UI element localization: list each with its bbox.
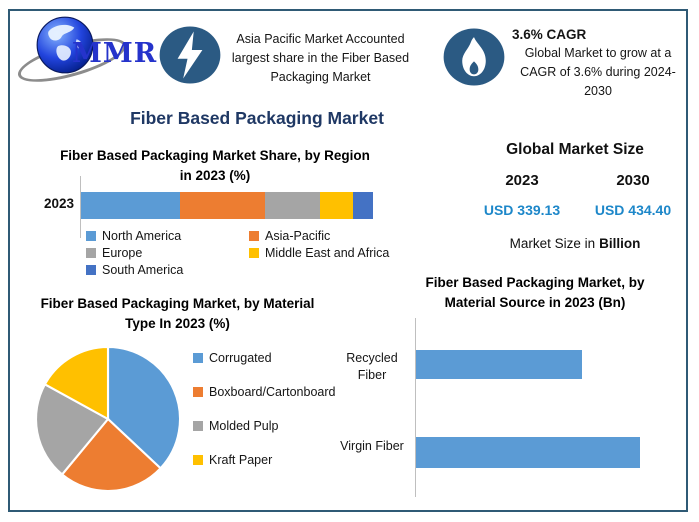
market-size-note-unit: Billion bbox=[599, 236, 641, 251]
virgin-fiber-bar-track bbox=[416, 437, 640, 468]
legend-label: Middle East and Africa bbox=[265, 246, 390, 260]
cagr-block: 3.6% CAGR Global Market to grow at a CAG… bbox=[508, 27, 688, 100]
region-chart-category-label: 2023 bbox=[43, 196, 74, 211]
mmr-logo: MMR bbox=[13, 12, 156, 92]
pie-slice-molded-pulp bbox=[35, 382, 110, 476]
legend-label: Boxboard/Cartonboard bbox=[209, 385, 336, 399]
legend-label: Molded Pulp bbox=[209, 419, 279, 433]
legend-swatch-icon bbox=[86, 231, 96, 241]
legend-label: Asia-Pacific bbox=[265, 229, 331, 243]
legend-swatch-icon bbox=[86, 248, 96, 258]
legend-item: Middle East and Africa bbox=[249, 246, 421, 260]
bar-segment-south-america bbox=[352, 192, 373, 219]
market-size-year-2030: 2030 bbox=[616, 172, 650, 189]
region-legend: North America Asia-Pacific Europe Middle Ea… bbox=[86, 229, 421, 277]
legend-item: Europe bbox=[86, 246, 249, 260]
bar-segment-middle-east-and-africa bbox=[320, 192, 353, 219]
legend-swatch-icon bbox=[193, 387, 203, 397]
legend-item: Corrugated bbox=[193, 351, 335, 365]
market-size-value-2023: USD 339.13 bbox=[483, 202, 561, 218]
virgin-fiber-bar bbox=[416, 437, 640, 468]
bar-segment-north-america bbox=[81, 192, 181, 219]
legend-swatch-icon bbox=[249, 248, 259, 258]
material-source-axis bbox=[415, 318, 416, 497]
page-title: Fiber Based Packaging Market bbox=[130, 108, 384, 128]
legend-label: Europe bbox=[102, 246, 143, 260]
material-type-pie bbox=[35, 345, 182, 493]
market-size-note: Market Size in Billion bbox=[460, 236, 690, 251]
global-market-size-title: Global Market Size bbox=[506, 141, 644, 158]
legend-label: Corrugated bbox=[209, 351, 272, 365]
lightning-icon bbox=[159, 26, 221, 84]
region-stacked-bar bbox=[81, 192, 373, 219]
region-chart-axis bbox=[80, 176, 81, 238]
material-type-legend: Corrugated Boxboard/Cartonboard Molded Pul… bbox=[193, 351, 335, 467]
bar-segment-europe bbox=[264, 192, 321, 219]
flame-icon bbox=[443, 28, 505, 86]
legend-label: South America bbox=[102, 263, 184, 277]
region-chart-title: Fiber Based Packaging Market Share, by R… bbox=[60, 148, 370, 183]
recycled-fiber-bar bbox=[416, 350, 582, 379]
cagr-title: 3.6% CAGR bbox=[512, 27, 587, 42]
legend-item: South America bbox=[86, 263, 249, 277]
legend-label: North America bbox=[102, 229, 182, 243]
market-size-year-2023: 2023 bbox=[505, 172, 539, 189]
legend-label: Kraft Paper bbox=[209, 453, 273, 467]
legend-swatch-icon bbox=[86, 265, 96, 275]
market-size-note-prefix: Market Size in bbox=[509, 236, 596, 251]
legend-item: Molded Pulp bbox=[193, 419, 335, 433]
pie-slice-kraft-paper bbox=[43, 345, 110, 421]
legend-item: Boxboard/Cartonboard bbox=[193, 385, 335, 399]
legend-swatch-icon bbox=[193, 421, 203, 431]
legend-swatch-icon bbox=[193, 353, 203, 363]
legend-item: North America bbox=[86, 229, 249, 243]
recycled-fiber-label: Recycled Fiber bbox=[346, 351, 398, 382]
page-border bbox=[8, 9, 688, 512]
logo-text: MMR bbox=[72, 38, 158, 69]
highlight-asia-pacific-text: Asia Pacific Market Accounted largest sh… bbox=[231, 32, 410, 84]
pie-slice-boxboard-cartonboard bbox=[60, 417, 162, 493]
bar-segment-asia-pacific bbox=[180, 192, 265, 219]
material-source-chart-title: Fiber Based Packaging Market, by Materia… bbox=[425, 275, 645, 310]
virgin-fiber-label: Virgin Fiber bbox=[340, 439, 404, 453]
globe-icon bbox=[36, 16, 94, 74]
legend-item: Asia-Pacific bbox=[249, 229, 421, 243]
pie-slice-corrugated bbox=[106, 345, 182, 470]
market-size-value-2030: USD 434.40 bbox=[594, 202, 672, 218]
material-type-chart-title: Fiber Based Packaging Market, by Materia… bbox=[40, 296, 315, 331]
legend-swatch-icon bbox=[193, 455, 203, 465]
recycled-fiber-bar-track bbox=[416, 350, 640, 379]
cagr-text: Global Market to grow at a CAGR of 3.6% … bbox=[520, 46, 676, 98]
legend-item: Kraft Paper bbox=[193, 453, 335, 467]
legend-swatch-icon bbox=[249, 231, 259, 241]
